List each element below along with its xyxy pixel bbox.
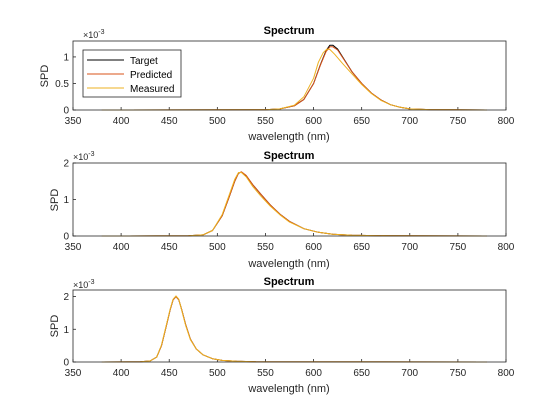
x-tick-label: 450 — [161, 116, 178, 127]
x-tick-label: 550 — [257, 116, 274, 127]
y-tick-label: 0 — [63, 358, 69, 369]
y-tick-label: 2 — [63, 292, 69, 303]
chart-title: Spectrum — [264, 25, 315, 37]
x-tick-label: 550 — [257, 368, 274, 379]
x-tick-label: 600 — [305, 368, 322, 379]
x-tick-label: 800 — [498, 116, 515, 127]
y-tick-label: 2 — [63, 159, 69, 170]
y-tick-label: 0.5 — [55, 79, 69, 90]
x-tick-label: 450 — [161, 368, 178, 379]
legend: Target Predicted Measured — [83, 50, 181, 97]
legend-label-measured: Measured — [130, 84, 174, 95]
x-tick-label: 550 — [257, 242, 274, 253]
y-tick-label: 1 — [63, 195, 69, 206]
y-tick-label: 1 — [63, 52, 69, 63]
legend-label-predicted: Predicted — [130, 70, 172, 81]
y-tick-label: 0 — [63, 106, 69, 117]
x-tick-label: 350 — [65, 116, 82, 127]
legend-label-target: Target — [130, 56, 158, 67]
y-tick-label: 0 — [63, 232, 69, 243]
x-tick-label: 700 — [401, 242, 418, 253]
x-tick-label: 400 — [113, 368, 130, 379]
x-tick-label: 600 — [305, 242, 322, 253]
y-axis-label: SPD — [39, 65, 51, 88]
chart-title: Spectrum — [264, 276, 315, 288]
x-tick-label: 600 — [305, 116, 322, 127]
x-axis-label: wavelength (nm) — [247, 131, 329, 143]
x-tick-label: 650 — [353, 242, 370, 253]
x-tick-label: 350 — [65, 368, 82, 379]
chart-title: Spectrum — [264, 150, 315, 162]
x-tick-label: 800 — [498, 368, 515, 379]
y-tick-label: 1 — [63, 325, 69, 336]
x-tick-label: 650 — [353, 116, 370, 127]
x-tick-label: 500 — [209, 368, 226, 379]
x-axis-label: wavelength (nm) — [247, 383, 329, 395]
x-tick-label: 800 — [498, 242, 515, 253]
x-axis-label: wavelength (nm) — [247, 258, 329, 270]
x-tick-label: 500 — [209, 116, 226, 127]
x-tick-label: 700 — [401, 368, 418, 379]
x-tick-label: 400 — [113, 116, 130, 127]
y-axis-label: SPD — [49, 315, 61, 338]
x-tick-label: 400 — [113, 242, 130, 253]
x-tick-label: 750 — [450, 116, 467, 127]
x-tick-label: 650 — [353, 368, 370, 379]
x-tick-label: 450 — [161, 242, 178, 253]
x-tick-label: 750 — [450, 368, 467, 379]
y-axis-label: SPD — [49, 189, 61, 212]
x-tick-label: 700 — [401, 116, 418, 127]
x-tick-label: 750 — [450, 242, 467, 253]
x-tick-label: 500 — [209, 242, 226, 253]
x-tick-label: 350 — [65, 242, 82, 253]
